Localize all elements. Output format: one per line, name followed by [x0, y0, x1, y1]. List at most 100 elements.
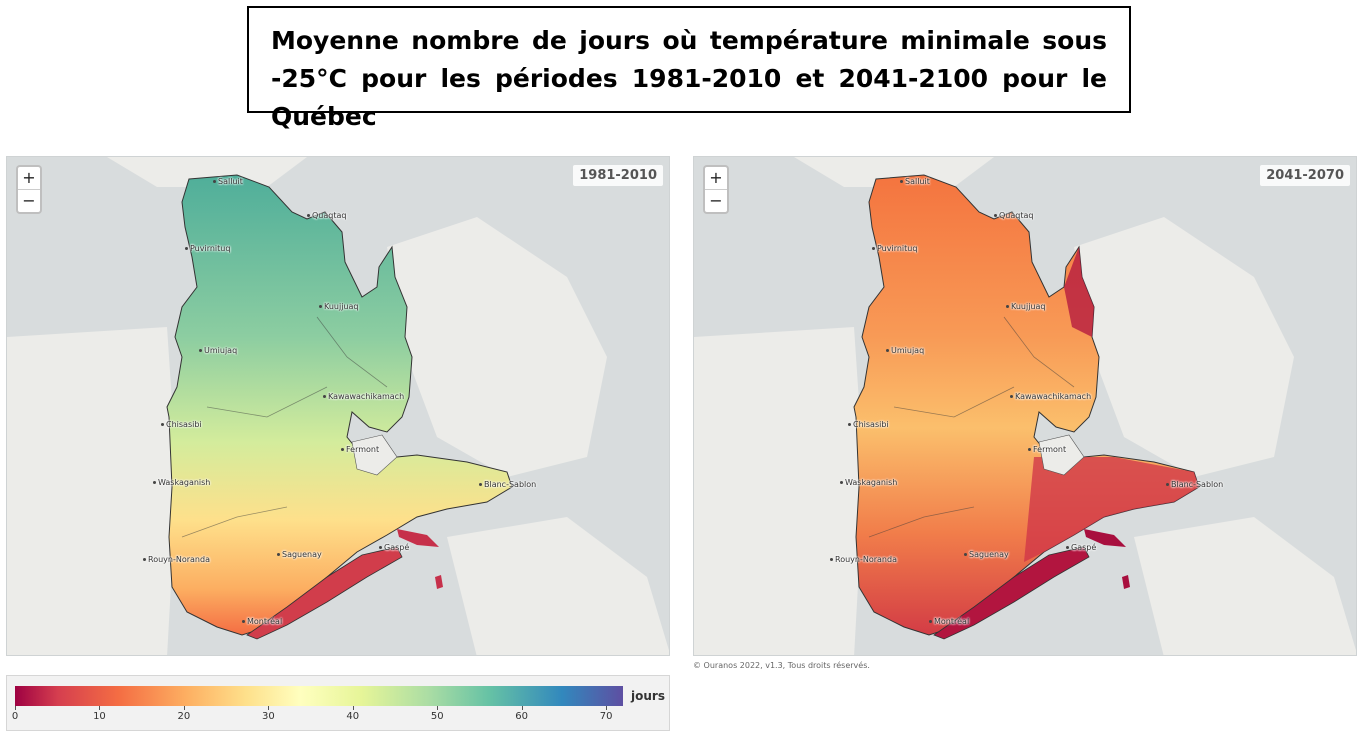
zoom-control[interactable]: + −	[16, 165, 42, 214]
city-dot-icon	[161, 423, 164, 426]
city-label: Umiujaq	[886, 346, 924, 355]
legend-tick	[99, 706, 101, 710]
legend-tick-label: 40	[346, 711, 360, 722]
city-label: Kawawachikamach	[323, 392, 404, 401]
city-label: Waskaganish	[153, 478, 210, 487]
legend-tick	[15, 706, 16, 710]
city-dot-icon	[886, 349, 889, 352]
city-dot-icon	[277, 553, 280, 556]
land-baffin-right	[794, 157, 994, 187]
city-dot-icon	[848, 423, 851, 426]
city-label: Waskaganish	[840, 478, 897, 487]
zoom-control[interactable]: + −	[703, 165, 729, 214]
city-dot-icon	[994, 214, 997, 217]
city-label: Salluit	[900, 177, 930, 186]
city-label: Kuujjuaq	[1006, 302, 1045, 311]
land-maritimes-right	[1134, 517, 1356, 655]
city-label: Rouyn-Noranda	[143, 555, 210, 564]
page-title: Moyenne nombre de jours où température m…	[271, 26, 1107, 131]
anticosti-left	[397, 529, 439, 547]
city-label: Saguenay	[964, 550, 1009, 559]
land-ontario-right	[694, 327, 864, 655]
city-dot-icon	[900, 180, 903, 183]
city-dot-icon	[840, 481, 843, 484]
gaspe-right	[933, 546, 1090, 640]
legend-tick-label: 20	[177, 711, 191, 722]
city-dot-icon	[242, 620, 245, 623]
period-label: 2041-2070	[1260, 165, 1350, 186]
legend-unit: jours	[631, 689, 665, 703]
city-label: Puvirnituq	[185, 244, 230, 253]
quebec-region-left	[166, 174, 513, 636]
city-dot-icon	[143, 558, 146, 561]
city-label: Gaspé	[1066, 543, 1096, 552]
city-label: Puvirnituq	[872, 244, 917, 253]
city-label: Salluit	[213, 177, 243, 186]
city-dot-icon	[964, 553, 967, 556]
zoom-in-button[interactable]: +	[22, 168, 36, 187]
city-dot-icon	[341, 448, 344, 451]
magdalen-right	[1122, 575, 1130, 589]
city-dot-icon	[153, 481, 156, 484]
zoom-out-button[interactable]: −	[705, 189, 727, 212]
city-label: Chisasibi	[848, 420, 889, 429]
legend-tick-label: 70	[599, 711, 613, 722]
legend-tick	[606, 706, 608, 710]
legend-tick-label: 50	[430, 711, 444, 722]
city-label: Chisasibi	[161, 420, 202, 429]
east-coast-right	[1024, 457, 1199, 562]
city-label: Rouyn-Noranda	[830, 555, 897, 564]
map-svg-right[interactable]	[694, 157, 1357, 656]
legend-tick-label: 0	[11, 711, 19, 722]
city-label: Kuujjuaq	[319, 302, 358, 311]
anticosti-right	[1084, 529, 1126, 547]
city-label: Gaspé	[379, 543, 409, 552]
legend-tick	[183, 706, 185, 710]
city-dot-icon	[1066, 546, 1069, 549]
land-baffin-left	[107, 157, 307, 187]
legend-tick	[521, 706, 523, 710]
city-dot-icon	[323, 395, 326, 398]
zoom-out-button[interactable]: −	[18, 189, 40, 212]
city-dot-icon	[929, 620, 932, 623]
city-label: Saguenay	[277, 550, 322, 559]
legend-tick	[268, 706, 270, 710]
city-label: Fermont	[1028, 445, 1066, 454]
city-dot-icon	[830, 558, 833, 561]
legend-tick-label: 10	[93, 711, 106, 722]
city-label: Fermont	[341, 445, 379, 454]
city-label: Quaqtaq	[994, 211, 1033, 220]
city-label: Montréal	[242, 617, 282, 626]
city-dot-icon	[1010, 395, 1013, 398]
city-label: Blanc-Sablon	[1166, 480, 1223, 489]
city-label: Quaqtaq	[307, 211, 346, 220]
city-dot-icon	[1166, 483, 1169, 486]
title-box: Moyenne nombre de jours où température m…	[247, 6, 1131, 131]
zoom-in-button[interactable]: +	[709, 168, 723, 187]
land-labrador-right	[1074, 217, 1294, 477]
legend-tick	[437, 706, 439, 710]
land-labrador-left	[387, 217, 607, 477]
legend-tick-label: 30	[261, 711, 275, 722]
city-dot-icon	[872, 247, 875, 250]
legend-color-bar	[15, 686, 623, 706]
gaspe-left	[246, 546, 403, 640]
color-legend: jours 0 10 20 30 40 50 60 70	[6, 675, 670, 731]
land-ontario-left	[7, 327, 177, 655]
city-label: Kawawachikamach	[1010, 392, 1091, 401]
map-svg-left[interactable]	[7, 157, 670, 656]
city-label: Blanc-Sablon	[479, 480, 536, 489]
city-dot-icon	[319, 305, 322, 308]
city-label: Montréal	[929, 617, 969, 626]
map-panel-2041-2070[interactable]: + − 2041-2070 Salluit Quaqtaq Puvirnituq…	[693, 156, 1357, 656]
period-label: 1981-2010	[573, 165, 663, 186]
city-dot-icon	[199, 349, 202, 352]
map-attribution: © Ouranos 2022, v1.3, Tous droits réserv…	[693, 661, 870, 670]
map-panel-1981-2010[interactable]: + − 1981-2010 Salluit Quaqtaq Puvirnituq…	[6, 156, 670, 656]
city-dot-icon	[379, 546, 382, 549]
city-dot-icon	[185, 247, 188, 250]
fermont-gap-left	[351, 434, 398, 476]
legend-tick-label: 60	[515, 711, 529, 722]
city-dot-icon	[213, 180, 216, 183]
city-dot-icon	[479, 483, 482, 486]
